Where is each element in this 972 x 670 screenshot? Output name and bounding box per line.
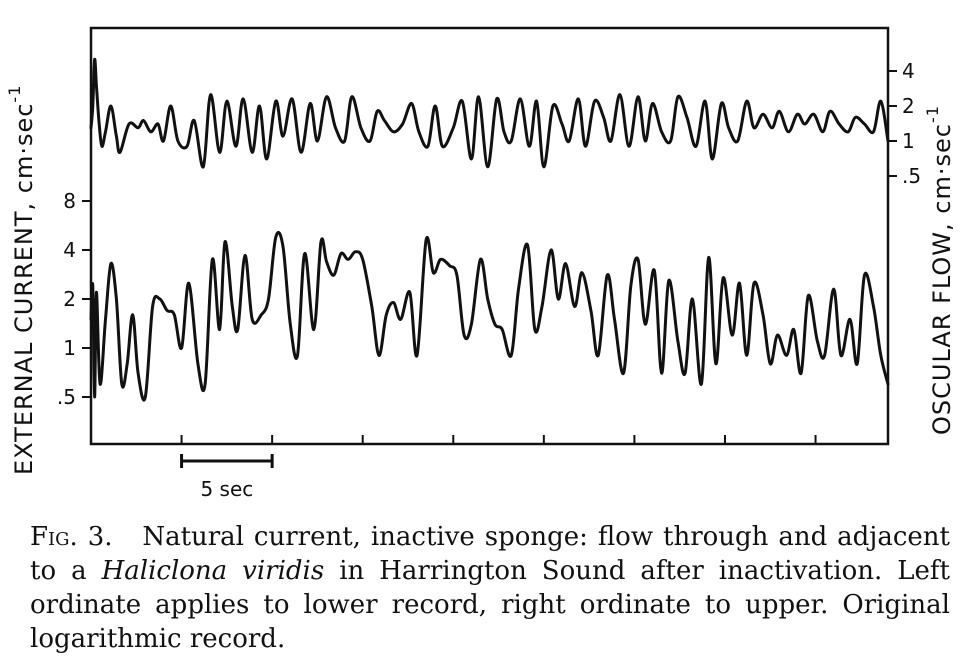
plot-frame xyxy=(89,26,890,446)
left-axis-ticks: .5 1 2 4 8 xyxy=(57,189,91,409)
lower-record-line xyxy=(89,230,890,402)
right-tick-label: 2 xyxy=(902,94,915,118)
left-axis-label: EXTERNAL CURRENT, cm·sec-1 xyxy=(5,85,38,475)
left-axis-label-exponent: -1 xyxy=(5,85,24,103)
left-tick-label: 4 xyxy=(63,238,76,262)
figure-label: Fig. 3. xyxy=(30,522,113,552)
figure-caption: Fig. 3. Natural current, inactive sponge… xyxy=(30,520,950,656)
caption-species: Haliclona viridis xyxy=(101,556,325,586)
left-tick-label: .5 xyxy=(57,385,76,409)
right-axis-label-exponent: -1 xyxy=(923,105,942,123)
right-tick-label: 4 xyxy=(902,59,915,83)
x-axis-ticks xyxy=(180,435,817,444)
right-axis-ticks: .5 1 2 4 xyxy=(888,59,921,188)
left-tick-label: 8 xyxy=(63,189,76,213)
right-tick-label: 1 xyxy=(902,129,915,153)
time-scale-bar: 5 sec xyxy=(180,454,274,501)
upper-record-line xyxy=(89,57,890,169)
left-tick-label: 2 xyxy=(63,287,76,311)
caption-text-after: in Harrington Sound after inactivation. … xyxy=(30,556,950,654)
scale-bar-label: 5 sec xyxy=(200,477,253,501)
right-tick-label: .5 xyxy=(902,164,921,188)
caption-text-before: Natural current, inactive sponge: flow t… xyxy=(30,522,951,586)
left-tick-label: 1 xyxy=(63,336,76,360)
chart: .5 1 2 4 8 .5 1 2 4 5 sec EXTERNAL CURRENT, cm·… xyxy=(5,26,956,501)
right-axis-label: OSCULAR FLOW, cm·sec-1 xyxy=(923,105,956,435)
series-group xyxy=(89,57,890,402)
